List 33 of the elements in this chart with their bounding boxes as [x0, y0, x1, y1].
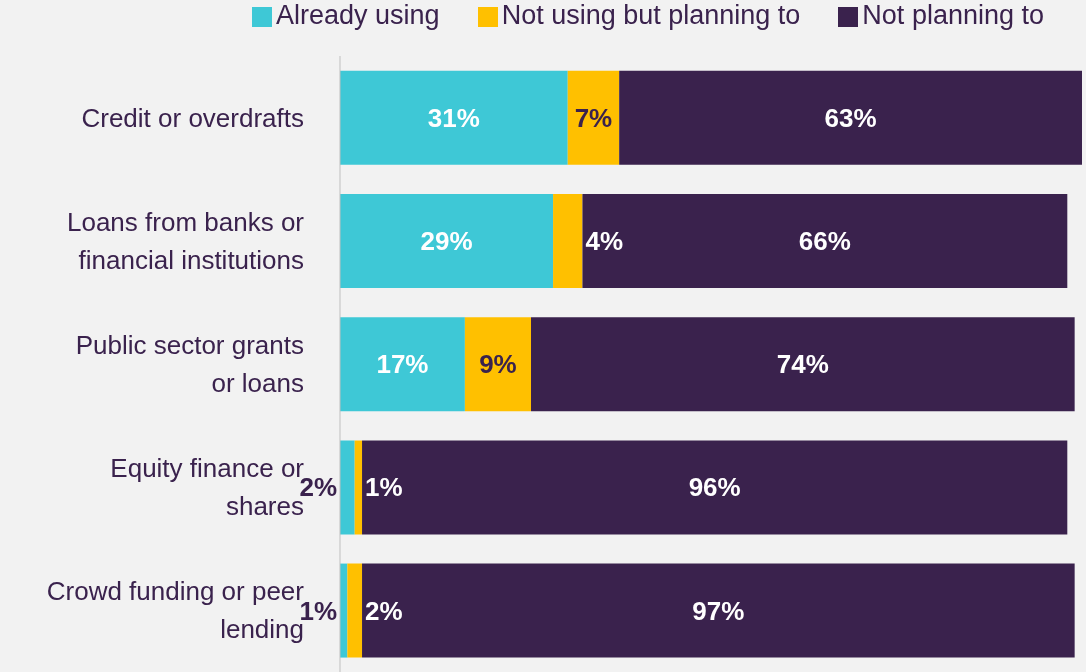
legend-label: Not planning to [862, 0, 1044, 30]
bar [340, 317, 465, 412]
data-label: 17% [376, 349, 429, 380]
bar [619, 70, 1082, 165]
bar [340, 440, 355, 535]
data-label: 97% [692, 595, 745, 626]
y-tick-label: Loans from banks or financial institutions [66, 206, 305, 275]
bar [553, 193, 583, 288]
data-label: 96% [688, 472, 741, 503]
data-label: 7% [574, 102, 613, 133]
data-label: 63% [824, 102, 877, 133]
data-label: 9% [479, 349, 517, 380]
bar [531, 317, 1075, 412]
data-label: 74% [776, 349, 829, 380]
bar [354, 440, 363, 535]
legend-label: Already using [276, 0, 440, 30]
data-label: 2% [365, 595, 403, 626]
legend-label: Not using but planning to [501, 0, 801, 30]
bar [582, 193, 1068, 288]
y-tick-label: Credit or overdrafts [81, 102, 304, 133]
bar [340, 193, 554, 288]
data-label: 4% [585, 225, 624, 256]
bar [362, 563, 1075, 658]
bar [347, 563, 363, 658]
y-tick-label: Public sector grants or loans [75, 330, 304, 398]
bar [464, 317, 532, 412]
bar [362, 440, 1068, 535]
bar [340, 70, 568, 165]
data-label: 1% [365, 472, 403, 503]
data-label: 29% [420, 225, 473, 256]
data-label: 31% [427, 102, 480, 133]
bar [567, 70, 620, 165]
data-label: 66% [798, 225, 851, 256]
